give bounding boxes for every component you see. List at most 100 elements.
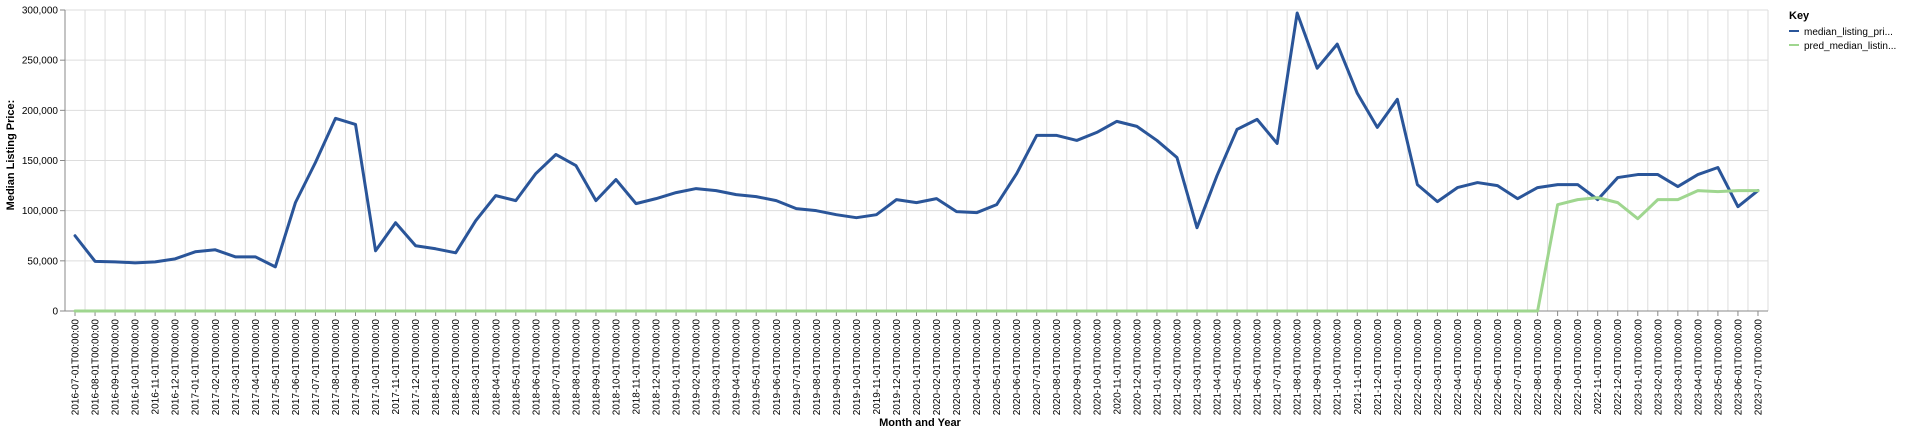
x-tick-label: 2019-03-01T00:00:00 (712, 319, 723, 416)
y-tick-label: 300,000 (22, 6, 59, 17)
x-tick-label: 2020-02-01T00:00:00 (932, 319, 943, 416)
x-tick-label: 2023-04-01T00:00:00 (1693, 319, 1704, 416)
x-tick-label: 2022-09-01T00:00:00 (1553, 319, 1564, 416)
x-tick-label: 2019-01-01T00:00:00 (672, 319, 683, 416)
gridlines (64, 9, 1769, 312)
x-tick-label: 2023-05-01T00:00:00 (1713, 319, 1724, 416)
x-tick-label: 2022-03-01T00:00:00 (1433, 319, 1444, 416)
x-tick-label: 2017-03-01T00:00:00 (231, 319, 242, 416)
x-tick-label: 2020-06-01T00:00:00 (1012, 319, 1023, 416)
x-tick-label: 2022-08-01T00:00:00 (1533, 319, 1544, 416)
x-tick-label: 2020-04-01T00:00:00 (972, 319, 983, 416)
x-tick-label: 2020-08-01T00:00:00 (1052, 319, 1063, 416)
x-tick-label: 2016-09-01T00:00:00 (111, 319, 122, 416)
x-tick-label: 2018-12-01T00:00:00 (652, 319, 663, 416)
x-tick-label: 2021-02-01T00:00:00 (1172, 319, 1183, 416)
x-tick-label: 2019-04-01T00:00:00 (732, 319, 743, 416)
x-tick-label: 2023-07-01T00:00:00 (1753, 319, 1764, 416)
x-tick-label: 2019-05-01T00:00:00 (752, 319, 763, 416)
series-lines (73, 11, 1760, 313)
legend-label-pred: pred_median_listin... (1804, 41, 1896, 52)
x-tick-label: 2022-10-01T00:00:00 (1573, 319, 1584, 416)
y-axis-title: Median Listing Price: (5, 100, 17, 211)
legend: Key median_listing_pri... pred_median_li… (1789, 10, 1896, 52)
x-tick-label: 2020-07-01T00:00:00 (1032, 319, 1043, 416)
x-tick-label: 2021-11-01T00:00:00 (1353, 319, 1364, 415)
x-tick-label: 2016-10-01T00:00:00 (131, 319, 142, 416)
x-tick-label: 2021-07-01T00:00:00 (1273, 319, 1284, 416)
legend-label-median: median_listing_pri... (1804, 27, 1893, 38)
x-tick-label: 2020-11-01T00:00:00 (1112, 319, 1123, 415)
x-tick-label: 2019-02-01T00:00:00 (692, 319, 703, 416)
y-tick-label: 0 (52, 307, 58, 318)
x-tick-label: 2017-02-01T00:00:00 (211, 319, 222, 416)
x-tick-label: 2018-08-01T00:00:00 (571, 319, 582, 416)
x-tick-label: 2018-06-01T00:00:00 (531, 319, 542, 416)
x-tick-label: 2017-11-01T00:00:00 (391, 319, 402, 415)
x-tick-label: 2017-05-01T00:00:00 (271, 319, 282, 416)
x-tick-label: 2017-09-01T00:00:00 (351, 319, 362, 416)
x-tick-label: 2022-06-01T00:00:00 (1493, 319, 1504, 416)
x-tick-label: 2019-06-01T00:00:00 (772, 319, 783, 416)
x-tick-label: 2021-01-01T00:00:00 (1152, 319, 1163, 416)
legend-title: Key (1789, 10, 1810, 22)
x-tick-label: 2023-01-01T00:00:00 (1633, 319, 1644, 416)
x-tick-label: 2017-08-01T00:00:00 (331, 319, 342, 416)
x-tick-label: 2022-02-01T00:00:00 (1413, 319, 1424, 416)
x-tick-label: 2021-04-01T00:00:00 (1213, 319, 1224, 416)
x-tick-label: 2021-10-01T00:00:00 (1333, 319, 1344, 416)
x-tick-label: 2022-11-01T00:00:00 (1593, 319, 1604, 415)
x-tick-label: 2016-11-01T00:00:00 (151, 319, 162, 415)
y-tick-label: 50,000 (27, 256, 58, 267)
axes: 0 50,000 100,000 150,000 200,000 250,000 300,0… (22, 6, 1768, 416)
y-tick-label: 150,000 (22, 156, 59, 167)
x-tick-label: 2021-12-01T00:00:00 (1373, 319, 1384, 416)
x-tick-label: 2017-06-01T00:00:00 (291, 319, 302, 416)
x-tick-label: 2020-05-01T00:00:00 (992, 319, 1003, 416)
y-tick-label: 200,000 (22, 106, 59, 117)
x-tick-label: 2019-08-01T00:00:00 (812, 319, 823, 416)
x-tick-label: 2018-03-01T00:00:00 (471, 319, 482, 416)
x-tick-label: 2021-08-01T00:00:00 (1293, 319, 1304, 416)
x-tick-label: 2023-02-01T00:00:00 (1653, 319, 1664, 416)
x-tick-label: 2019-07-01T00:00:00 (792, 319, 803, 416)
x-tick-label: 2020-03-01T00:00:00 (952, 319, 963, 416)
y-tick-label: 250,000 (22, 56, 59, 67)
x-tick-label: 2020-12-01T00:00:00 (1132, 319, 1143, 416)
x-tick-label: 2020-01-01T00:00:00 (912, 319, 923, 416)
x-tick-label: 2017-04-01T00:00:00 (251, 319, 262, 416)
x-tick-label: 2018-05-01T00:00:00 (511, 319, 522, 416)
x-tick-label: 2021-05-01T00:00:00 (1233, 319, 1244, 416)
x-tick-label: 2020-09-01T00:00:00 (1072, 319, 1083, 416)
x-tick-label: 2021-06-01T00:00:00 (1253, 319, 1264, 416)
x-tick-label: 2020-10-01T00:00:00 (1092, 319, 1103, 416)
series-line-median-listing-price (73, 11, 1760, 269)
x-tick-label: 2016-07-01T00:00:00 (71, 319, 82, 416)
x-tick-label: 2021-03-01T00:00:00 (1192, 319, 1203, 416)
x-tick-label: 2017-10-01T00:00:00 (371, 319, 382, 416)
x-tick-label: 2017-07-01T00:00:00 (311, 319, 322, 416)
x-tick-label: 2018-01-01T00:00:00 (431, 319, 442, 416)
x-tick-label: 2017-01-01T00:00:00 (191, 319, 202, 416)
x-tick-label: 2022-07-01T00:00:00 (1513, 319, 1524, 416)
x-tick-label: 2021-09-01T00:00:00 (1313, 319, 1324, 416)
x-tick-label: 2023-06-01T00:00:00 (1733, 319, 1744, 416)
x-tick-label: 2022-01-01T00:00:00 (1393, 319, 1404, 416)
x-tick-label: 2018-04-01T00:00:00 (491, 319, 502, 416)
x-tick-label: 2018-02-01T00:00:00 (451, 319, 462, 416)
x-tick-label: 2018-07-01T00:00:00 (551, 319, 562, 416)
series-line-pred-median-listing-price (73, 189, 1760, 313)
x-tick-label: 2019-09-01T00:00:00 (832, 319, 843, 416)
x-tick-label: 2022-12-01T00:00:00 (1613, 319, 1624, 416)
x-tick-label: 2018-10-01T00:00:00 (611, 319, 622, 416)
x-tick-label: 2022-05-01T00:00:00 (1473, 319, 1484, 416)
x-tick-label: 2017-12-01T00:00:00 (411, 319, 422, 416)
x-tick-label: 2016-08-01T00:00:00 (91, 319, 102, 416)
y-tick-label: 100,000 (22, 206, 59, 217)
x-tick-label: 2019-10-01T00:00:00 (852, 319, 863, 416)
x-axis-title: Month and Year (879, 417, 961, 429)
x-tick-label: 2019-11-01T00:00:00 (872, 319, 883, 415)
x-tick-label: 2016-12-01T00:00:00 (171, 319, 182, 416)
